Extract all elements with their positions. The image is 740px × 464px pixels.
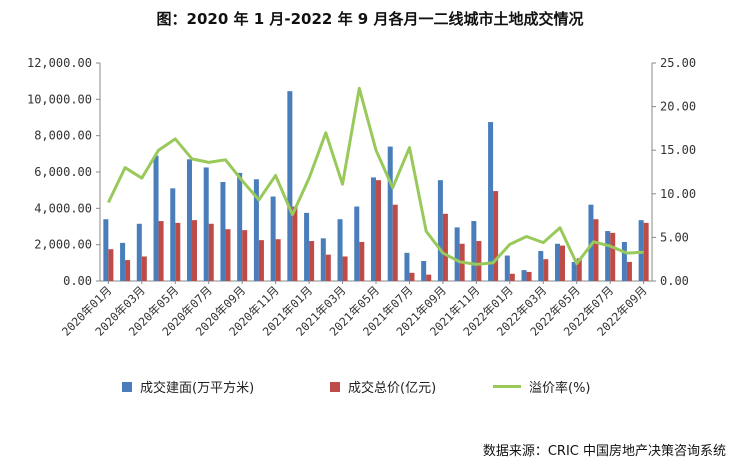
bar-area [454,227,460,281]
bar-price [376,180,382,281]
bar-area [370,177,376,281]
legend-item-premium: 溢价率(%) [493,377,591,396]
chart-title: 图：2020 年 1 月-2022 年 9 月各月一二线城市土地成交情况 [156,10,584,28]
y-right-tick-label: 20.00 [660,100,696,114]
bar-area [186,159,192,281]
bar-price [426,274,432,281]
bar-area [320,238,326,281]
bar-area [354,206,360,281]
legend-label-price: 成交总价(亿元) [348,381,437,396]
bar-area [521,270,527,281]
chart-legend: 成交建面(万平方米) 成交总价(亿元) 溢价率(%) [0,377,740,397]
bar-price [275,239,281,281]
bar-area [170,188,176,281]
legend-item-price: 成交总价(亿元) [330,377,436,396]
bar-area [270,196,276,281]
bar-price [258,240,264,281]
bar-price [643,222,649,281]
bar-area [554,243,560,281]
legend-swatch-premium [493,385,521,388]
bar-price [509,273,515,281]
y-left-tick-label: 4,000.00 [34,201,92,215]
bar-price [125,260,131,281]
bar-price [342,256,348,281]
bar-price [442,213,448,281]
bar-price [359,241,365,281]
y-right-tick-label: 25.00 [660,56,696,70]
y-left-tick-label: 6,000.00 [34,165,92,179]
bar-area [103,219,109,281]
bar-area [387,146,393,281]
legend-item-area: 成交建面(万平方米) [122,377,254,396]
y-right-tick-label: 0.00 [660,274,689,288]
bar-area [638,220,644,281]
bar-price [493,191,499,281]
bar-price [526,271,532,281]
bar-area [621,241,627,281]
bar-price [292,206,298,281]
line-premium [107,86,644,266]
bar-area [203,167,209,281]
bar-price [560,245,566,281]
legend-swatch-area [122,381,132,392]
bar-price [593,219,599,281]
bar-area [153,155,159,281]
bar-price [309,241,315,281]
legend-label-area: 成交建面(万平方米) [140,381,255,396]
bar-area [253,179,259,281]
legend-label-premium: 溢价率(%) [529,381,591,396]
bar-price [141,256,147,281]
bar-area [488,122,494,282]
bar-price [208,223,214,281]
legend-swatch-price [330,381,340,392]
bar-price [626,261,632,281]
bar-area [120,242,126,281]
source-note: 数据来源：CRIC 中国房地产决策咨询系统 [482,444,726,459]
line-layer [107,86,644,266]
bar-price [543,259,549,281]
bar-area [471,221,477,281]
bar-area [538,251,544,281]
bar-price [325,254,331,281]
bar-price [392,204,398,281]
bar-price [158,221,164,281]
bar-area [571,261,577,281]
bar-area [304,212,310,281]
bar-price [409,272,415,281]
y-left-tick-label: 0.00 [63,274,92,288]
bars-layer [103,91,649,282]
bar-area [605,231,611,281]
bar-area [404,252,410,281]
y-right-tick-label: 5.00 [660,230,689,244]
bar-area [437,180,443,281]
bar-price [242,230,248,281]
y-left-tick-label: 8,000.00 [34,129,92,143]
bar-price [175,222,181,281]
y-left-tick-label: 2,000.00 [34,238,92,252]
bar-area [136,223,142,281]
bar-area [421,261,427,281]
y-left-tick-label: 12,000.00 [27,56,92,70]
bar-area [337,219,343,281]
y-right-tick-label: 15.00 [660,143,696,157]
bar-area [220,181,226,281]
bar-price [610,232,616,281]
bar-price [225,229,231,281]
bar-area [287,91,293,282]
bar-price [576,258,582,281]
y-left-tick-label: 10,000.00 [27,92,92,106]
bar-area [237,172,243,281]
bar-area [504,255,510,281]
bar-price [108,249,114,281]
y-right-tick-label: 10.00 [660,187,696,201]
bar-price [476,241,482,281]
bar-price [192,220,198,281]
